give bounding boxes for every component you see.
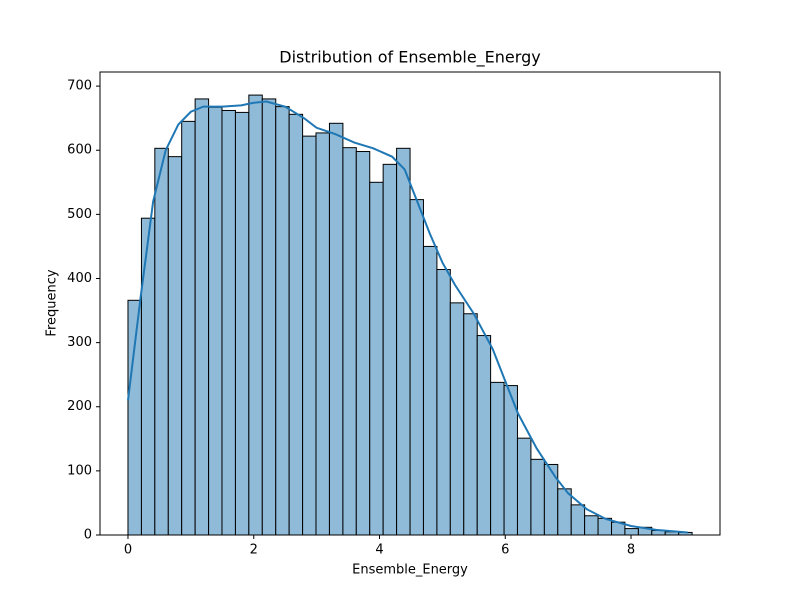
y-tick-label: 0	[84, 528, 92, 543]
bar	[463, 313, 478, 536]
bar	[422, 245, 438, 536]
bar	[261, 98, 277, 536]
bar	[302, 135, 317, 536]
bar	[476, 335, 492, 536]
y-axis-label: Frequency	[45, 269, 60, 336]
y-tick-label: 100	[67, 463, 92, 478]
bar	[570, 504, 586, 536]
bar	[208, 106, 223, 536]
bar	[288, 113, 304, 536]
plot-frame	[99, 71, 721, 536]
y-tick-label: 300	[67, 335, 92, 350]
bar	[449, 302, 465, 536]
bar	[167, 156, 183, 536]
bar	[584, 515, 599, 536]
bar	[369, 181, 384, 536]
bar	[315, 132, 330, 536]
bar	[275, 106, 290, 536]
bar	[342, 147, 357, 536]
bar	[543, 463, 559, 536]
bar	[516, 437, 532, 536]
x-axis-label: Ensemble_Energy	[352, 563, 468, 578]
x-tick-label: 6	[501, 543, 509, 558]
bar	[127, 299, 142, 536]
bar	[221, 109, 236, 536]
bar	[328, 122, 344, 536]
bar	[624, 528, 639, 536]
bar	[154, 147, 169, 536]
x-tick-label: 8	[627, 543, 635, 558]
bar	[396, 147, 411, 536]
bar	[140, 217, 156, 536]
kde-line	[126, 100, 688, 534]
bar	[355, 151, 371, 536]
bar	[436, 269, 451, 536]
y-tick-label: 700	[67, 79, 92, 94]
x-tick-label: 0	[124, 543, 132, 558]
bar	[530, 458, 545, 536]
bar	[248, 94, 263, 536]
bar	[194, 98, 210, 536]
bar	[382, 163, 398, 536]
x-tick-label: 4	[375, 543, 383, 558]
y-tick-label: 400	[67, 271, 92, 286]
y-tick-label: 200	[67, 399, 92, 414]
y-tick-label: 600	[67, 143, 92, 158]
bar	[181, 120, 196, 536]
bar	[409, 199, 424, 536]
x-tick-label: 2	[250, 543, 258, 558]
bar	[234, 111, 250, 536]
chart-title: Distribution of Ensemble_Energy	[279, 48, 540, 68]
y-tick-label: 500	[67, 207, 92, 222]
bar	[490, 381, 505, 536]
bar	[557, 488, 572, 536]
